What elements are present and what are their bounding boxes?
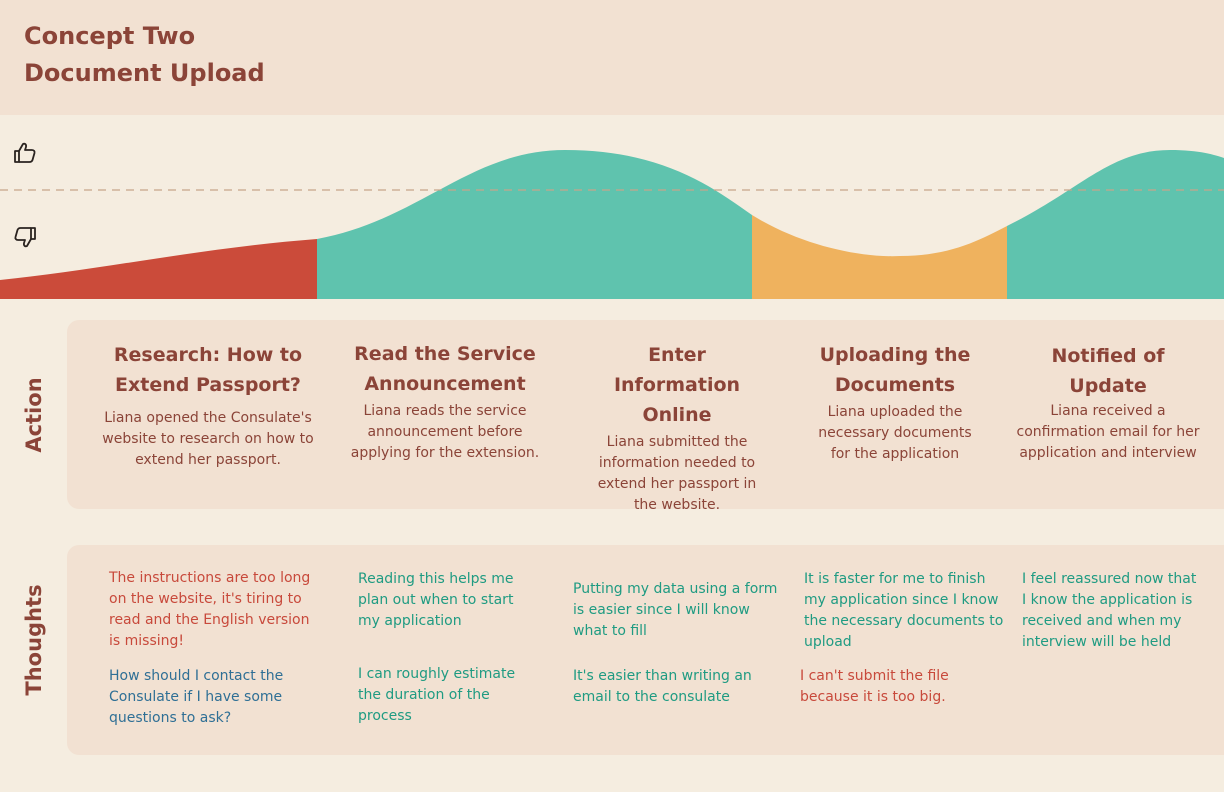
thought-note: It is faster for me to finish my applica… [804, 571, 1004, 650]
curve-segment-research [0, 239, 317, 299]
action-card-online: Enter Information Online Liana submitted… [588, 340, 766, 516]
action-desc: Liana received a confirmation email for … [1016, 403, 1200, 461]
thought-note: How should I contact the Consulate if I … [109, 668, 284, 726]
action-panel [67, 320, 1224, 509]
curve-segment-upload [752, 215, 1007, 299]
thought-note: Putting my data using a form is easier s… [573, 581, 778, 639]
action-desc: Liana reads the service announcement bef… [350, 403, 540, 461]
row-label-action: Action [22, 377, 46, 453]
action-desc: Liana uploaded the necessary documents f… [818, 404, 972, 462]
thought-note: It's easier than writing an email to the… [573, 668, 752, 705]
row-label-thoughts: Thoughts [22, 584, 46, 696]
action-title: Read the Service Announcement [354, 343, 536, 395]
action-card-notified: Notified of Update Liana received a conf… [1014, 341, 1202, 464]
action-title: Enter Information Online [613, 344, 741, 426]
header: Concept Two Document Upload [0, 0, 1224, 115]
action-card-service: Read the Service Announcement Liana read… [350, 339, 540, 464]
action-title: Research: How to Extend Passport? [113, 344, 303, 396]
thought-note: I can't submit the file because it is to… [800, 668, 949, 705]
thought-note: I can roughly estimate the duration of t… [358, 666, 516, 724]
curve-segment-notified [1007, 150, 1224, 299]
thought-note: Reading this helps me plan out when to s… [358, 571, 514, 629]
thoughts-panel [67, 545, 1224, 755]
curve-segment-service-and-online [317, 150, 752, 299]
thumbs-down-icon [14, 227, 36, 248]
action-card-upload: Uploading the Documents Liana uploaded t… [812, 340, 978, 465]
action-desc: Liana opened the Consulate's website to … [102, 410, 314, 468]
action-card-research: Research: How to Extend Passport? Liana … [100, 340, 316, 471]
emotion-curve [0, 150, 1224, 299]
page-title-line-1: Concept Two [24, 22, 196, 50]
action-title: Notified of Update [1051, 345, 1165, 397]
action-desc: Liana submitted the information needed t… [597, 434, 757, 513]
page-title-line-2: Document Upload [24, 59, 265, 87]
action-title: Uploading the Documents [819, 344, 971, 396]
thought-note: The instructions are too long on the web… [109, 570, 311, 649]
thought-note: I feel reassured now that I know the app… [1022, 571, 1197, 650]
thumbs-up-icon [14, 142, 36, 163]
